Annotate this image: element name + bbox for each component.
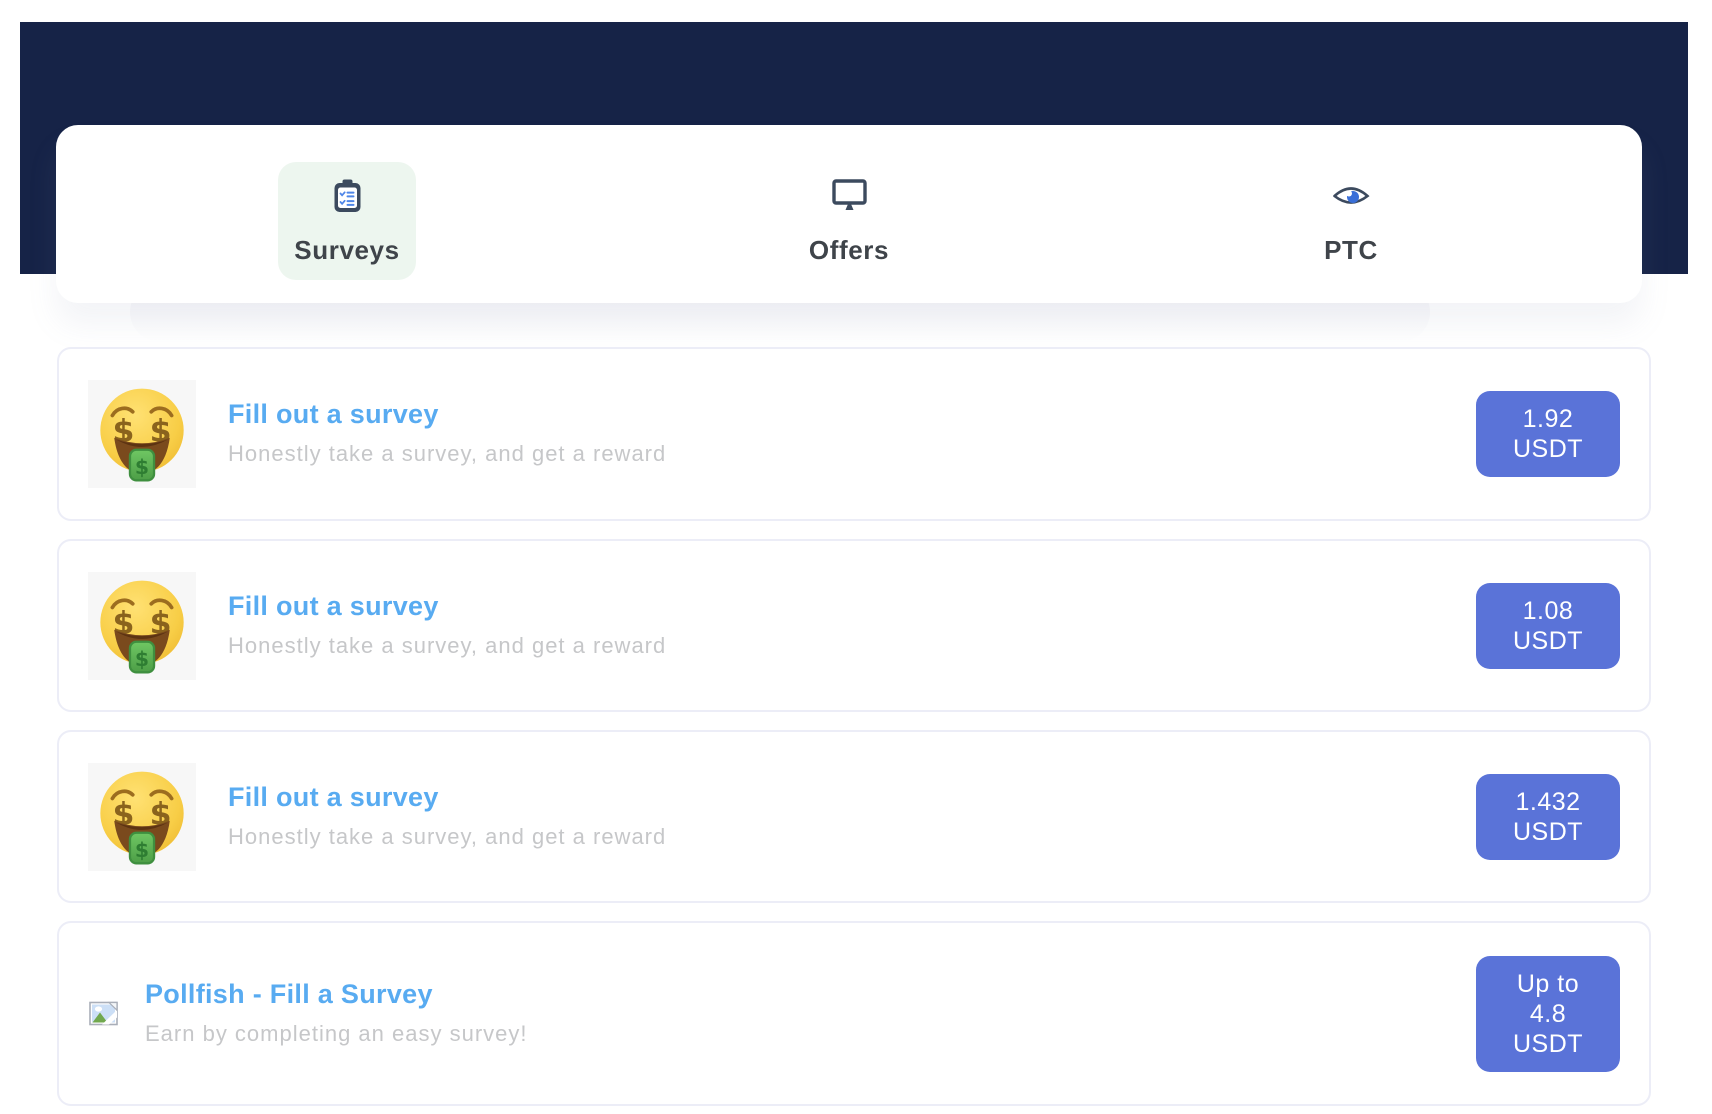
tabs-row: Surveys Offers: [56, 125, 1642, 280]
tab-offers-label: Offers: [808, 235, 890, 265]
offer-list: Fill out a survey Honestly take a survey…: [57, 347, 1651, 1106]
offer-thumbnail: [88, 998, 119, 1029]
reward-currency: USDT: [1512, 435, 1584, 463]
offer-thumbnail: [88, 380, 196, 488]
reward-button[interactable]: 1.08 USDT: [1476, 582, 1620, 669]
tab-ptc-label: PTC: [1324, 235, 1378, 265]
offer-card[interactable]: Fill out a survey Honestly take a survey…: [57, 539, 1651, 712]
reward-amount: 1.08: [1522, 596, 1574, 625]
reward-amount: 1.432: [1515, 787, 1581, 816]
offer-card[interactable]: Fill out a survey Honestly take a survey…: [57, 347, 1651, 521]
offer-title[interactable]: Fill out a survey: [228, 781, 439, 812]
clipboard-icon: [332, 177, 363, 215]
reward-amount: 4.8: [1529, 999, 1567, 1028]
offer-card[interactable]: Pollfish - Fill a Survey Earn by complet…: [57, 921, 1651, 1106]
reward-button[interactable]: 1.432 USDT: [1476, 773, 1620, 860]
money-mouth-emoji-icon: [92, 765, 192, 869]
offer-title[interactable]: Pollfish - Fill a Survey: [145, 978, 433, 1009]
reward-currency: USDT: [1512, 817, 1584, 846]
offer-title[interactable]: Fill out a survey: [228, 590, 439, 621]
monitor-icon: [831, 177, 867, 215]
tab-surveys-box[interactable]: Surveys: [278, 162, 416, 280]
tab-offers[interactable]: Offers: [598, 162, 1100, 280]
reward-currency: USDT: [1512, 1029, 1584, 1058]
offer-thumbnail: [88, 571, 196, 680]
reward-button[interactable]: Up to 4.8 USDT: [1476, 955, 1620, 1072]
tab-surveys-label: Surveys: [294, 235, 400, 265]
tab-ptc[interactable]: PTC: [1100, 162, 1602, 280]
reward-prefix: Up to: [1516, 969, 1580, 998]
tab-ptc-box[interactable]: PTC: [1282, 162, 1420, 280]
offer-thumbnail: [88, 762, 196, 871]
offer-title[interactable]: Fill out a survey: [228, 399, 439, 430]
money-mouth-emoji-icon: [92, 574, 192, 678]
offer-description: Honestly take a survey, and get a reward: [228, 823, 667, 849]
reward-button[interactable]: 1.92 USDT: [1476, 391, 1620, 477]
offer-description: Earn by completing an easy survey!: [145, 1020, 528, 1046]
eye-icon: [1332, 177, 1370, 215]
offer-description: Honestly take a survey, and get a reward: [228, 441, 667, 467]
reward-currency: USDT: [1512, 626, 1584, 655]
offer-description: Honestly take a survey, and get a reward: [228, 632, 667, 658]
tab-surveys[interactable]: Surveys: [96, 162, 598, 280]
broken-image-icon: [89, 1001, 118, 1026]
category-tabs-card: Surveys Offers: [56, 125, 1642, 303]
money-mouth-emoji-icon: [92, 382, 192, 486]
reward-amount: 1.92: [1522, 405, 1574, 433]
offer-card[interactable]: Fill out a survey Honestly take a survey…: [57, 730, 1651, 903]
tab-offers-box[interactable]: Offers: [780, 162, 918, 280]
